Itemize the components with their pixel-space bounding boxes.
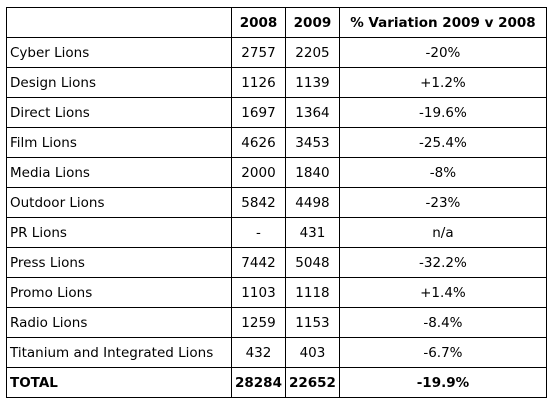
- row-2009: 1153: [284, 307, 340, 338]
- table-row: Radio Lions 1259 1153 -8.4%: [6, 307, 547, 338]
- row-name: Titanium and Integrated Lions: [6, 337, 232, 368]
- row-2008: 1697: [231, 97, 286, 128]
- row-2009: 1118: [284, 277, 340, 308]
- table-row: Outdoor Lions 5842 4498 -23%: [6, 187, 547, 218]
- row-2009: 2205: [284, 37, 340, 68]
- row-2009: 1840: [284, 157, 340, 188]
- row-2008: 1259: [231, 307, 286, 338]
- row-variation: -8%: [338, 157, 547, 188]
- row-2008: 1126: [231, 67, 286, 98]
- row-2008: 432: [231, 337, 286, 368]
- row-name: Media Lions: [6, 157, 232, 188]
- table-row: Film Lions 4626 3453 -25.4%: [6, 127, 547, 158]
- row-2009: 1139: [284, 67, 340, 98]
- table-row: Promo Lions 1103 1118 +1.4%: [6, 277, 547, 308]
- row-2008: 1103: [231, 277, 286, 308]
- row-2008: -: [231, 217, 286, 248]
- row-2008: 2757: [231, 37, 286, 68]
- table-row: Cyber Lions 2757 2205 -20%: [6, 37, 547, 68]
- row-2009: 3453: [284, 127, 340, 158]
- row-name: PR Lions: [6, 217, 232, 248]
- row-variation: -25.4%: [338, 127, 547, 158]
- row-variation: -23%: [338, 187, 547, 218]
- row-variation: -19.6%: [338, 97, 547, 128]
- table-header-row: 2008 2009 % Variation 2009 v 2008: [6, 7, 547, 38]
- header-2009: 2009: [284, 7, 340, 38]
- row-2009: 1364: [284, 97, 340, 128]
- row-2008: 5842: [231, 187, 286, 218]
- lions-entries-table: 2008 2009 % Variation 2009 v 2008 Cyber …: [6, 7, 547, 398]
- total-row: TOTAL 28284 22652 -19.9%: [6, 367, 547, 398]
- table-row: Press Lions 7442 5048 -32.2%: [6, 247, 547, 278]
- row-variation: +1.2%: [338, 67, 547, 98]
- row-name: Radio Lions: [6, 307, 232, 338]
- table-row: Design Lions 1126 1139 +1.2%: [6, 67, 547, 98]
- row-name: Design Lions: [6, 67, 232, 98]
- total-label: TOTAL: [6, 367, 232, 398]
- row-variation: -6.7%: [338, 337, 547, 368]
- table-row: Media Lions 2000 1840 -8%: [6, 157, 547, 188]
- total-2009: 22652: [284, 367, 340, 398]
- row-2008: 4626: [231, 127, 286, 158]
- row-2009: 431: [284, 217, 340, 248]
- row-name: Outdoor Lions: [6, 187, 232, 218]
- row-name: Press Lions: [6, 247, 232, 278]
- table-row: PR Lions - 431 n/a: [6, 217, 547, 248]
- row-variation: n/a: [338, 217, 547, 248]
- table-row: Titanium and Integrated Lions 432 403 -6…: [6, 337, 547, 368]
- row-variation: -20%: [338, 37, 547, 68]
- header-category: [6, 7, 232, 38]
- row-2009: 403: [284, 337, 340, 368]
- header-variation: % Variation 2009 v 2008: [338, 7, 547, 38]
- total-2008: 28284: [231, 367, 286, 398]
- total-variation: -19.9%: [338, 367, 547, 398]
- row-name: Promo Lions: [6, 277, 232, 308]
- row-variation: +1.4%: [338, 277, 547, 308]
- table-row: Direct Lions 1697 1364 -19.6%: [6, 97, 547, 128]
- row-2008: 7442: [231, 247, 286, 278]
- row-name: Direct Lions: [6, 97, 232, 128]
- row-variation: -8.4%: [338, 307, 547, 338]
- row-2008: 2000: [231, 157, 286, 188]
- row-2009: 5048: [284, 247, 340, 278]
- header-2008: 2008: [231, 7, 286, 38]
- row-2009: 4498: [284, 187, 340, 218]
- row-variation: -32.2%: [338, 247, 547, 278]
- row-name: Cyber Lions: [6, 37, 232, 68]
- row-name: Film Lions: [6, 127, 232, 158]
